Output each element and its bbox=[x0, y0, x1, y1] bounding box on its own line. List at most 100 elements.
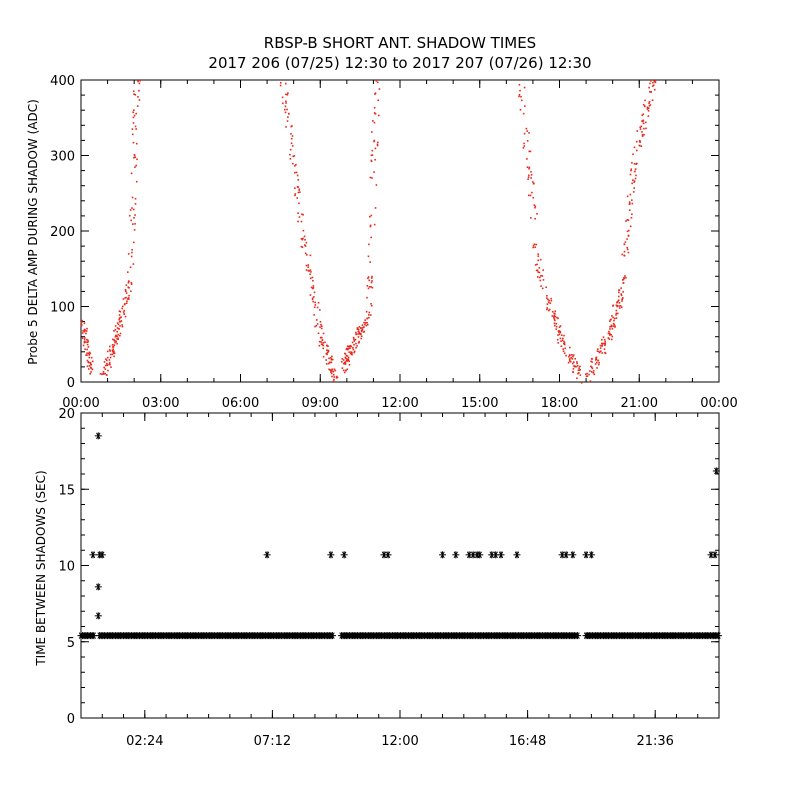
data-point bbox=[370, 281, 373, 284]
data-point bbox=[109, 345, 111, 348]
data-point bbox=[342, 359, 345, 361]
data-point bbox=[629, 202, 631, 205]
data-point bbox=[111, 353, 114, 356]
data-point bbox=[134, 203, 137, 205]
data-point bbox=[537, 276, 539, 278]
data-point bbox=[304, 239, 306, 241]
data-point bbox=[596, 361, 598, 364]
data-point bbox=[353, 351, 356, 354]
data-point bbox=[118, 318, 121, 321]
data-point bbox=[563, 342, 566, 344]
data-point bbox=[371, 275, 373, 278]
data-point bbox=[85, 332, 87, 335]
data-point bbox=[114, 341, 116, 344]
data-point bbox=[364, 323, 366, 326]
data-point bbox=[646, 108, 649, 110]
data-point bbox=[648, 100, 651, 103]
data-point bbox=[325, 359, 327, 361]
data-point bbox=[320, 325, 323, 327]
data-point bbox=[633, 187, 636, 189]
data-point bbox=[615, 304, 618, 307]
data-point bbox=[629, 173, 632, 176]
data-point bbox=[565, 354, 567, 357]
data-point bbox=[576, 361, 578, 363]
top-x-tick-label: 09:00 bbox=[302, 396, 339, 411]
data-point bbox=[648, 86, 650, 89]
data-point bbox=[590, 366, 593, 368]
data-point bbox=[82, 344, 85, 347]
data-point bbox=[263, 551, 271, 559]
bottom-y-tick-label: 5 bbox=[67, 636, 75, 651]
data-point bbox=[640, 145, 643, 147]
data-point bbox=[91, 360, 94, 363]
data-point bbox=[553, 318, 556, 321]
data-point bbox=[358, 340, 360, 343]
data-point bbox=[526, 166, 529, 169]
data-point bbox=[536, 269, 539, 272]
data-point bbox=[557, 334, 559, 336]
data-point bbox=[117, 323, 120, 326]
data-point bbox=[536, 213, 538, 215]
data-point bbox=[292, 155, 294, 158]
data-point bbox=[370, 286, 372, 288]
data-point bbox=[579, 365, 581, 368]
data-point bbox=[546, 308, 548, 311]
data-point bbox=[376, 81, 379, 84]
data-point bbox=[302, 237, 304, 240]
data-point bbox=[366, 285, 369, 287]
data-point bbox=[371, 154, 374, 156]
data-point bbox=[576, 362, 578, 365]
data-point bbox=[378, 88, 381, 90]
data-point bbox=[632, 179, 634, 181]
data-point bbox=[109, 350, 111, 352]
data-point bbox=[555, 325, 558, 328]
data-point bbox=[319, 336, 322, 339]
data-point bbox=[131, 128, 134, 130]
data-point bbox=[597, 359, 599, 362]
data-point bbox=[300, 245, 303, 248]
data-point bbox=[576, 377, 578, 380]
data-point bbox=[322, 342, 324, 344]
data-point bbox=[289, 148, 292, 151]
data-point bbox=[520, 95, 522, 98]
data-point bbox=[534, 205, 537, 208]
data-point bbox=[104, 364, 107, 367]
data-point bbox=[374, 92, 377, 95]
data-point bbox=[524, 105, 526, 107]
data-point bbox=[559, 331, 562, 334]
data-point bbox=[370, 277, 373, 279]
data-point bbox=[548, 309, 550, 312]
data-point bbox=[547, 301, 550, 304]
data-point bbox=[310, 286, 313, 289]
data-point bbox=[557, 342, 560, 344]
data-point bbox=[592, 370, 595, 372]
data-point bbox=[133, 114, 136, 117]
data-point bbox=[607, 337, 610, 339]
data-point bbox=[123, 313, 126, 315]
data-point bbox=[341, 360, 343, 363]
data-point bbox=[641, 135, 644, 137]
data-point bbox=[109, 356, 112, 359]
data-point bbox=[332, 380, 335, 382]
data-point bbox=[113, 344, 116, 347]
data-point bbox=[373, 106, 376, 109]
data-point bbox=[367, 316, 370, 319]
data-point bbox=[84, 348, 86, 351]
data-point bbox=[113, 330, 115, 332]
top-plot-frame bbox=[80, 79, 720, 383]
data-point bbox=[131, 251, 133, 254]
data-point bbox=[327, 351, 329, 353]
data-point bbox=[533, 204, 536, 206]
data-point bbox=[622, 291, 624, 293]
data-point bbox=[341, 367, 344, 369]
data-point bbox=[333, 368, 336, 371]
data-point bbox=[652, 84, 655, 86]
data-point bbox=[87, 341, 89, 343]
baseline-point bbox=[714, 632, 722, 640]
data-point bbox=[527, 178, 529, 181]
data-point bbox=[373, 140, 375, 143]
data-point bbox=[608, 330, 610, 333]
data-point bbox=[330, 361, 333, 364]
data-point bbox=[135, 112, 138, 115]
data-point bbox=[346, 368, 349, 371]
